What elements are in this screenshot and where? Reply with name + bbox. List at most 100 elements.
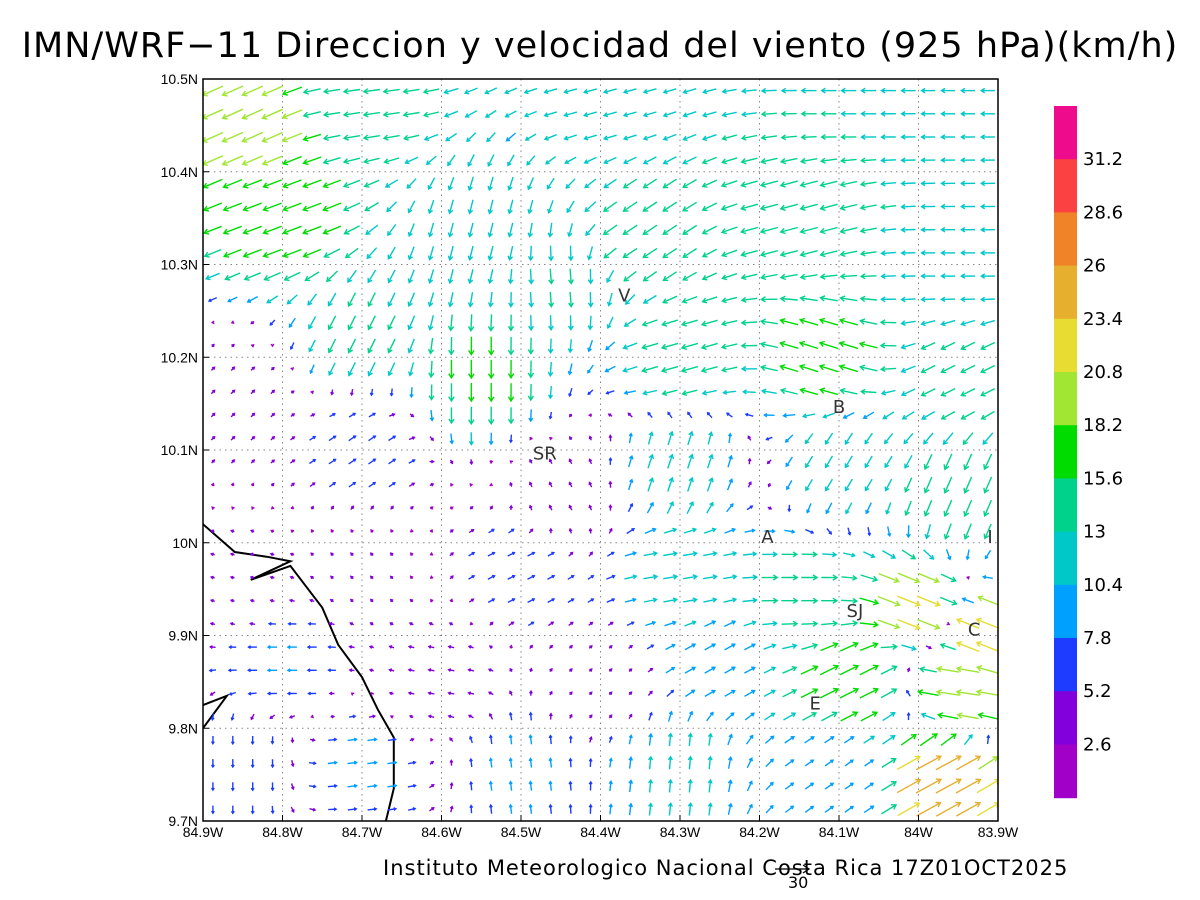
wind-vector (940, 341, 956, 351)
wind-vector (269, 319, 276, 326)
wind-vector (662, 201, 678, 212)
wind-vector (343, 225, 360, 235)
wind-vector (523, 110, 537, 118)
wind-vector (920, 111, 936, 117)
wind-vector (979, 227, 995, 233)
wind-vector (864, 759, 875, 767)
wind-vector (430, 737, 434, 742)
wind-vector (966, 576, 970, 580)
wind-vector (759, 203, 779, 211)
wind-vector (369, 388, 374, 397)
wind-vector (270, 343, 275, 348)
wind-vector (648, 802, 654, 816)
wind-vector (529, 689, 533, 696)
wind-vector (706, 711, 714, 722)
wind-vector (407, 200, 416, 214)
wind-vector (347, 315, 357, 331)
wind-vector (583, 156, 597, 164)
lat-tick-label: 10N (172, 535, 198, 551)
wind-vector (662, 271, 677, 282)
wind-vector (880, 87, 896, 94)
wind-vector (860, 157, 877, 164)
wind-vector (221, 155, 244, 166)
wind-vector (527, 598, 536, 604)
city-label: B (833, 397, 845, 418)
wind-vector (250, 713, 255, 721)
wind-vector (915, 778, 943, 794)
wind-vector (687, 411, 693, 419)
wind-vector (799, 387, 819, 396)
wind-vector (744, 643, 756, 651)
wind-vector (921, 410, 936, 420)
wind-vector (682, 178, 697, 189)
wind-vector (943, 476, 953, 494)
wind-vector (588, 458, 593, 465)
wind-vector (322, 179, 342, 189)
wind-vector (900, 157, 916, 164)
wind-vector (723, 597, 738, 603)
wind-vector (548, 481, 553, 488)
wind-vector (628, 713, 633, 720)
wind-vector (304, 271, 320, 282)
wind-vector (330, 389, 335, 396)
wind-vector (882, 549, 897, 559)
wind-vector (211, 805, 215, 815)
wind-vector (487, 199, 494, 215)
wind-vector (860, 574, 879, 583)
wind-vector (508, 780, 513, 791)
wind-vector (568, 735, 573, 744)
wind-vector (327, 338, 337, 354)
wind-vector (548, 504, 553, 511)
wind-vector (427, 177, 436, 191)
wind-vector (667, 778, 673, 793)
wind-vector (467, 176, 474, 192)
wind-vector (529, 644, 534, 650)
wind-vector (900, 134, 916, 140)
wind-vector (330, 505, 335, 510)
colorbar-segment (1054, 106, 1077, 160)
wind-vector (819, 226, 838, 235)
wind-vector (250, 735, 255, 745)
wind-vector (917, 689, 939, 696)
wind-vector (701, 202, 718, 212)
wind-vector (707, 778, 713, 793)
wind-vector (864, 432, 873, 445)
wind-vector (327, 645, 336, 649)
wind-vector (622, 88, 637, 95)
wind-vector (781, 551, 799, 558)
wind-vector (588, 527, 593, 534)
wind-vector (602, 134, 617, 141)
wind-vector (487, 154, 495, 167)
wind-vector (347, 338, 357, 354)
wind-vector (507, 598, 516, 604)
wind-vector (608, 434, 613, 442)
wind-vector (742, 389, 756, 395)
wind-vector (884, 478, 893, 492)
wind-vector (780, 134, 797, 141)
wind-vector (467, 668, 475, 672)
wind-vector (784, 805, 795, 814)
wind-vector (920, 296, 936, 303)
wind-vector (403, 134, 420, 141)
wind-vector (940, 226, 956, 233)
wind-vector (409, 528, 414, 533)
wind-vector (963, 733, 973, 746)
wind-vector (348, 668, 355, 673)
wind-vector (409, 413, 415, 418)
wind-vector (628, 779, 634, 793)
wind-vector (349, 622, 355, 626)
wind-vector (980, 250, 995, 256)
wind-vector (527, 337, 534, 355)
wind-vector (210, 435, 216, 441)
wind-vector (760, 134, 778, 141)
wind-vector (563, 134, 578, 141)
wind-vector (819, 664, 840, 676)
wind-vector (230, 782, 235, 792)
wind-vector (628, 645, 634, 649)
wind-vector (880, 250, 896, 257)
wind-vector (602, 201, 618, 212)
wind-vector (367, 315, 376, 331)
wind-vector (919, 733, 938, 747)
wind-vector (467, 245, 474, 261)
wind-vector (290, 390, 295, 394)
